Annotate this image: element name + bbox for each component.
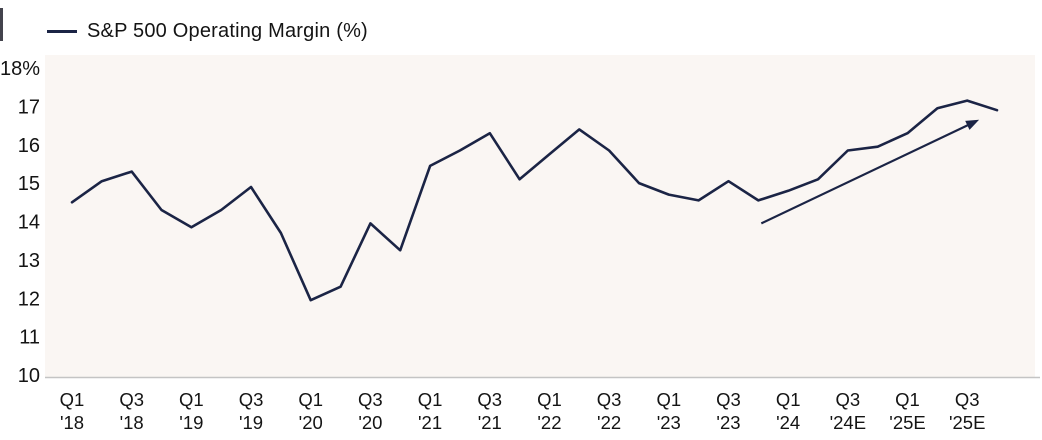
chart-legend: S&P 500 Operating Margin (%) [47, 20, 368, 43]
x-axis-tick-label: Q3'22 [597, 389, 622, 433]
x-axis-tick-label: Q1'23 [656, 389, 681, 433]
x-axis-tick-label: Q1'19 [179, 389, 204, 433]
x-axis-tick-label: Q1'24 [776, 389, 801, 433]
x-axis-tick-label: Q1'20 [298, 389, 323, 433]
x-axis-tick-label: Q1'25E [889, 389, 925, 433]
y-axis-tick-label: 17 [18, 96, 40, 118]
y-axis-tick-label: 11 [19, 327, 40, 349]
x-axis-tick-label: Q1'21 [418, 389, 443, 433]
plot-area [45, 55, 1035, 378]
trend-arrow [760, 121, 975, 225]
trend-arrow-head [965, 119, 980, 130]
y-axis-tick-label: 16 [18, 135, 40, 157]
x-axis-tick-label: Q3'25E [949, 389, 985, 433]
y-axis-tick-label: 12 [18, 288, 40, 310]
x-axis-tick-label: Q3'18 [119, 389, 144, 433]
x-axis-tick-label: Q1'22 [537, 389, 562, 433]
x-axis-tick-label: Q3'20 [358, 389, 383, 433]
x-axis-tick-label: Q1'18 [60, 389, 85, 433]
y-axis-tick-label: 13 [18, 250, 40, 272]
edge-artifact [0, 8, 3, 41]
operating-margin-line-series [70, 99, 999, 302]
y-axis-tick-label: 10 [18, 365, 40, 387]
y-axis-tick-label: 14 [18, 212, 40, 234]
legend-label: S&P 500 Operating Margin (%) [87, 20, 368, 42]
y-axis-tick-label: 15 [18, 173, 40, 195]
x-axis-tick-label: Q3'23 [716, 389, 741, 433]
x-axis-tick-label: Q3'19 [239, 389, 264, 433]
x-axis-tick-label: Q3'21 [477, 389, 502, 433]
y-axis-tick-label: 18% [0, 58, 40, 80]
x-axis-tick-label: Q3'24E [830, 389, 866, 433]
legend-line-swatch [47, 30, 77, 33]
